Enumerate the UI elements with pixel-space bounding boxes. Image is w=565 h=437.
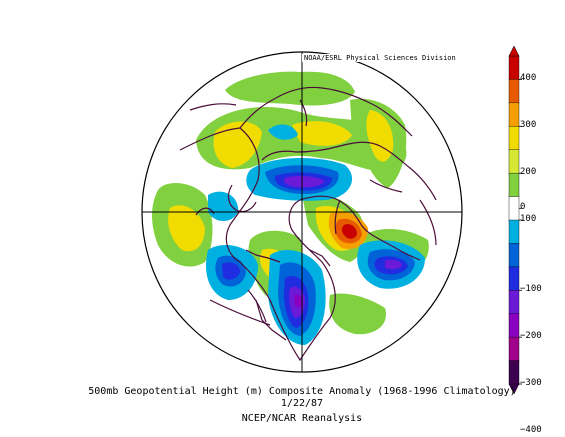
caption-title: 500mb Geopotential Height (m) Composite … [88,386,516,397]
colorbar-segment [508,360,520,385]
colorbar-tick-label: 400 [520,73,537,84]
colorbar-bottom-arrow [508,383,520,395]
colorbar-segment [508,55,520,81]
colorbar-segment [508,126,520,151]
colorbar-tick-label: 100 [520,214,537,224]
colorbar-tick-label: 300 [520,120,537,131]
colorbar [508,45,522,395]
colorbar-tick-label: −400 [520,424,542,435]
colorbar-tick-label: −100 [520,284,542,295]
colorbar-tick-label: 0 [520,202,526,213]
caption-date: 1/22/87 [280,398,324,409]
caption-source: NCEP/NCAR Reanalysis [241,413,363,424]
anomaly-field [152,71,429,345]
colorbar-segment [508,243,520,268]
colorbar-top-arrow [508,45,520,57]
colorbar-segment [508,336,520,362]
land-outlines [179,86,437,362]
colorbar-segment [508,266,520,291]
colorbar-segment [508,219,520,245]
colorbar-segment [508,149,520,174]
colorbar-tick-label: −200 [520,331,542,342]
colorbar-tick-label: −300 [520,378,542,388]
colorbar-segment [508,172,520,198]
colorbar-segment [508,313,520,338]
colorbar-segment [508,196,520,221]
colorbar-segment [508,79,520,104]
credit-label: NOAA/ESRL Physical Sciences Division [302,54,458,62]
colorbar-segment [508,290,520,315]
colorbar-segment [508,102,520,127]
colorbar-tick-label: 200 [520,167,537,178]
